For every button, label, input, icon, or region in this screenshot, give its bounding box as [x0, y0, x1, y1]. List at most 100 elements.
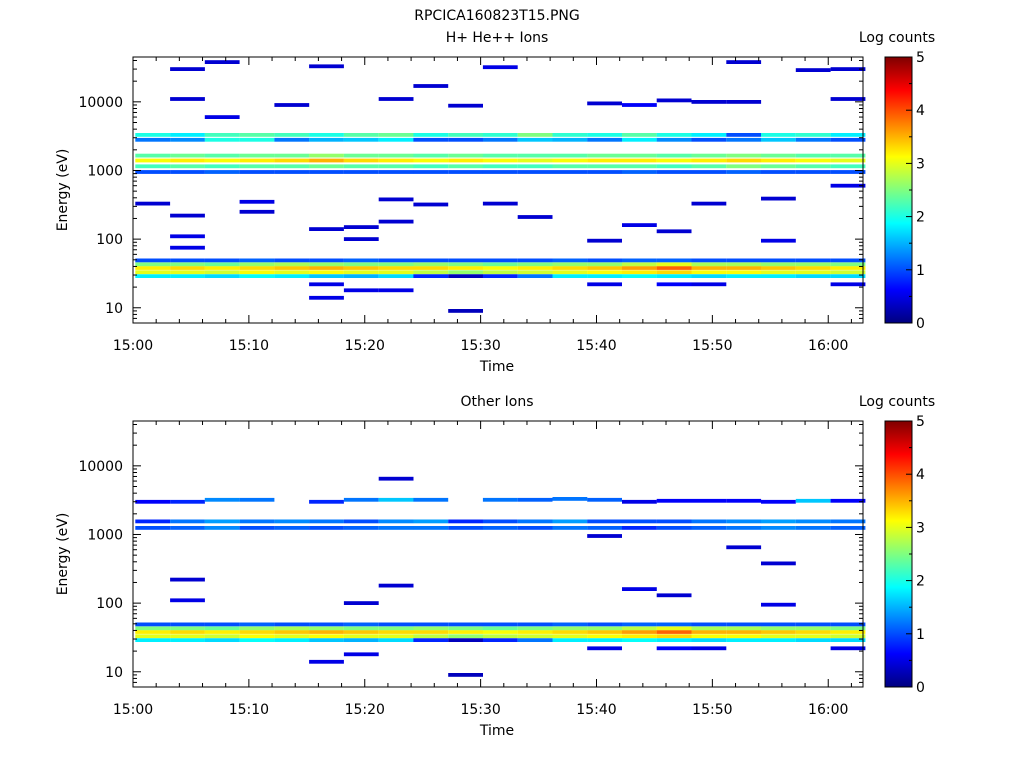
heatmap-cell	[204, 258, 240, 263]
heatmap-cell	[378, 270, 414, 275]
heatmap-cell	[656, 164, 692, 169]
heatmap-cell	[135, 630, 171, 634]
plot-title: H+ He++ Ions	[446, 30, 549, 46]
heatmap-cell	[343, 262, 379, 267]
heatmap-cell	[309, 499, 344, 504]
heatmap-cell	[239, 266, 275, 270]
colorbar: Log counts 0 1 2 3 4 5	[859, 30, 935, 332]
figure-title: RPCICA160823T15.PNG	[414, 8, 579, 24]
heatmap-cell	[656, 622, 692, 627]
heatmap-cell	[274, 630, 310, 634]
x-tick-label: 15:10	[229, 338, 269, 354]
heatmap-cell	[830, 519, 866, 524]
heatmap-cell	[656, 593, 692, 598]
heatmap-cell	[309, 64, 344, 69]
heatmap-cell	[274, 266, 310, 270]
heatmap-cell	[656, 638, 692, 642]
heatmap-cell	[691, 526, 727, 530]
heatmap-cell	[448, 526, 483, 530]
heatmap-cell	[795, 137, 831, 142]
heatmap-cell	[482, 634, 518, 639]
heatmap-cell	[517, 153, 553, 158]
heatmap-cell	[726, 266, 762, 270]
heatmap-cell	[761, 196, 796, 201]
y-axis: 10 100 1000 10000 Energy (eV)	[55, 60, 863, 324]
heatmap-cell	[309, 622, 344, 627]
heatmap-cell	[274, 626, 310, 631]
heatmap-cell	[170, 97, 205, 101]
heatmap-cell	[761, 170, 796, 174]
heatmap-cell	[795, 638, 831, 642]
heatmap-cell	[343, 225, 379, 229]
heatmap-cell	[378, 626, 414, 631]
heatmap-cell	[587, 497, 622, 502]
heatmap-cell	[795, 630, 831, 634]
y-tick-label: 10000	[78, 459, 123, 475]
heatmap-cell	[761, 164, 796, 169]
heatmap-cell	[170, 133, 205, 137]
heatmap-cell	[170, 274, 205, 278]
heatmap-cell	[239, 626, 275, 631]
heatmap-cell	[761, 270, 796, 275]
heatmap-cell	[761, 499, 796, 504]
heatmap-cell	[135, 274, 171, 278]
heatmap-cell	[448, 309, 483, 313]
heatmap-cell	[795, 266, 831, 270]
heatmap-cell	[795, 498, 831, 503]
heatmap-cell	[587, 526, 622, 530]
heatmap-cell	[691, 282, 727, 287]
heatmap-cell	[587, 170, 622, 174]
heatmap-cell	[343, 158, 379, 163]
heatmap-cell	[343, 638, 379, 642]
heatmap-cell	[239, 519, 275, 524]
x-tick-label: 16:00	[808, 338, 848, 354]
heatmap-cell	[170, 170, 205, 174]
heatmap-cell	[517, 258, 553, 263]
heatmap-cell	[204, 137, 240, 142]
heatmap-cell	[795, 170, 831, 174]
heatmap-cell	[622, 634, 657, 639]
heatmap-cell	[795, 153, 831, 158]
heatmap-cell	[795, 634, 831, 639]
heatmap-cell	[135, 153, 171, 158]
heatmap-cell	[482, 262, 518, 267]
heatmap-cell	[378, 197, 414, 202]
heatmap-cell	[204, 170, 240, 174]
heatmap-cell	[378, 274, 414, 278]
x-tick-label: 15:00	[113, 338, 153, 354]
y-tick-label: 100	[96, 596, 123, 612]
heatmap-cell	[830, 183, 866, 188]
heatmap-cell	[795, 274, 831, 278]
heatmap-cell	[656, 634, 692, 639]
heatmap-cell	[656, 133, 692, 137]
heatmap-cell	[587, 266, 622, 270]
plot-frame	[132, 56, 864, 324]
heatmap-cell	[448, 170, 483, 174]
heatmap-cell	[622, 137, 657, 142]
heatmap-cell	[587, 133, 622, 137]
heatmap-cell	[587, 238, 622, 243]
heatmap-cell	[239, 274, 275, 278]
heatmap-cell	[587, 153, 622, 158]
heatmap-cell	[656, 646, 692, 651]
heatmap-cell	[691, 100, 727, 104]
heatmap-cell	[448, 153, 483, 158]
heatmap-cell	[691, 133, 727, 137]
heatmap-cell	[135, 519, 171, 524]
heatmap-cell	[587, 270, 622, 275]
heatmap-cell	[135, 526, 171, 530]
heatmap-cell	[413, 266, 449, 270]
heatmap-cell	[587, 638, 622, 642]
colorbar-tick-label: 2	[916, 210, 925, 226]
heatmap-cell	[378, 133, 414, 137]
heatmap-cell	[517, 638, 553, 642]
heatmap-cell	[622, 153, 657, 158]
heatmap-cell	[691, 638, 727, 642]
heatmap-cell	[622, 526, 657, 530]
heatmap-cell	[830, 262, 866, 267]
y-tick-label: 100	[96, 232, 123, 248]
heatmap-cell	[135, 266, 171, 270]
heatmap-cell	[482, 258, 518, 263]
heatmap-cell	[622, 630, 657, 634]
heatmap-cell	[656, 526, 692, 530]
